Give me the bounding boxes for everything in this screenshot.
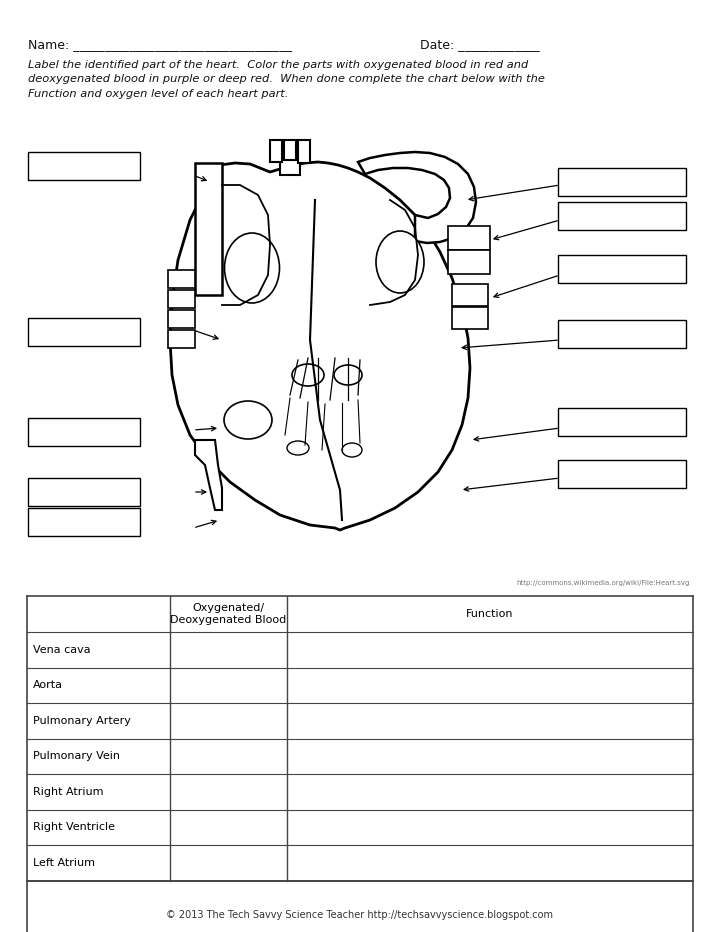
Text: Vena cava: Vena cava <box>33 645 91 655</box>
Text: Pulmonary Vein: Pulmonary Vein <box>33 751 120 761</box>
Text: Right Ventricle: Right Ventricle <box>33 822 115 832</box>
FancyBboxPatch shape <box>28 318 140 346</box>
Polygon shape <box>448 250 490 274</box>
FancyBboxPatch shape <box>27 881 693 932</box>
Ellipse shape <box>334 365 362 385</box>
Text: Function: Function <box>466 610 513 619</box>
FancyBboxPatch shape <box>558 320 686 348</box>
Polygon shape <box>452 307 488 329</box>
Ellipse shape <box>224 401 272 439</box>
Polygon shape <box>168 290 195 308</box>
Text: Pulmonary Artery: Pulmonary Artery <box>33 716 131 726</box>
FancyBboxPatch shape <box>28 418 140 446</box>
FancyBboxPatch shape <box>558 460 686 488</box>
FancyBboxPatch shape <box>28 478 140 506</box>
Polygon shape <box>358 152 476 243</box>
FancyBboxPatch shape <box>28 508 140 536</box>
Text: Aorta: Aorta <box>33 680 63 691</box>
Text: Name: ___________________________________: Name: __________________________________… <box>28 38 292 51</box>
Polygon shape <box>168 270 195 288</box>
Text: Left Atrium: Left Atrium <box>33 858 95 868</box>
Polygon shape <box>452 284 488 306</box>
Ellipse shape <box>342 443 362 457</box>
FancyBboxPatch shape <box>558 255 686 283</box>
Polygon shape <box>195 440 222 510</box>
Polygon shape <box>280 148 300 175</box>
Text: Right Atrium: Right Atrium <box>33 787 104 797</box>
Ellipse shape <box>292 364 324 386</box>
FancyBboxPatch shape <box>558 168 686 196</box>
Polygon shape <box>168 310 195 328</box>
Text: http://commons.wikimedia.org/wiki/File:Heart.svg: http://commons.wikimedia.org/wiki/File:H… <box>517 580 690 586</box>
Polygon shape <box>168 330 195 348</box>
Polygon shape <box>284 140 296 160</box>
Text: Date: _____________: Date: _____________ <box>420 38 539 51</box>
Polygon shape <box>195 163 222 295</box>
Ellipse shape <box>376 231 424 293</box>
Polygon shape <box>448 226 490 250</box>
Ellipse shape <box>225 233 279 303</box>
Polygon shape <box>298 140 310 163</box>
Ellipse shape <box>287 441 309 455</box>
FancyBboxPatch shape <box>28 152 140 180</box>
Polygon shape <box>170 162 470 530</box>
Text: Oxygenated/
Deoxygenated Blood: Oxygenated/ Deoxygenated Blood <box>171 603 287 625</box>
Text: Label the identified part of the heart.  Color the parts with oxygenated blood i: Label the identified part of the heart. … <box>28 60 545 99</box>
FancyBboxPatch shape <box>558 202 686 230</box>
FancyBboxPatch shape <box>558 408 686 436</box>
Text: © 2013 The Tech Savvy Science Teacher http://techsavvyscience.blogspot.com: © 2013 The Tech Savvy Science Teacher ht… <box>166 910 554 920</box>
Polygon shape <box>270 140 282 162</box>
